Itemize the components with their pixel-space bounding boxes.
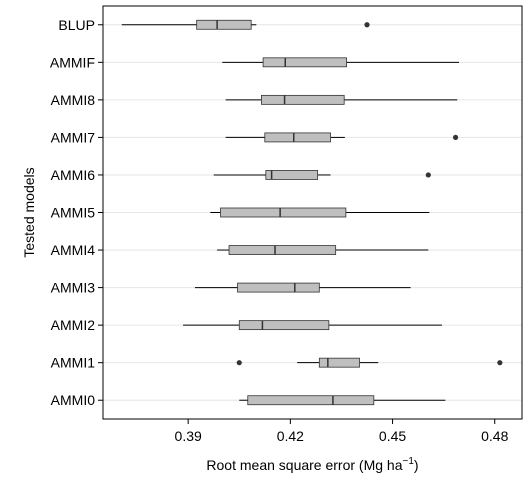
iqr-box bbox=[265, 170, 319, 180]
box-ammi8 bbox=[225, 94, 458, 105]
box-ammi3 bbox=[194, 282, 411, 293]
y-axis: BLUP AMMIF AMMI8 AMMI7 AMMI6 AMMI5 AMMI4 AMMI3 A… bbox=[50, 17, 103, 408]
outlier-point bbox=[364, 22, 370, 28]
y-tick-label: AMMI4 bbox=[51, 242, 96, 258]
y-tick-label: AMMIF bbox=[50, 54, 95, 70]
iqr-box bbox=[318, 357, 360, 368]
box-ammi4 bbox=[217, 245, 429, 255]
iqr-box bbox=[196, 19, 252, 30]
x-tick-label: 0.45 bbox=[379, 428, 406, 444]
y-tick-label: AMMI3 bbox=[51, 280, 96, 296]
box-ammi1 bbox=[236, 357, 503, 368]
iqr-box bbox=[238, 320, 330, 331]
box-layer bbox=[121, 19, 503, 406]
iqr-box bbox=[228, 245, 337, 255]
y-tick-label: AMMI0 bbox=[51, 392, 96, 408]
iqr-box bbox=[220, 207, 347, 218]
box-ammi7 bbox=[225, 132, 459, 143]
iqr-box bbox=[264, 132, 331, 143]
x-axis: 0.39 0.42 0.45 0.48 bbox=[175, 419, 509, 444]
outlier-point bbox=[452, 134, 459, 141]
box-ammif bbox=[222, 57, 459, 68]
box-ammi0 bbox=[239, 395, 446, 406]
x-tick-label: 0.39 bbox=[175, 428, 202, 444]
y-tick-label: AMMI8 bbox=[51, 92, 96, 108]
box-ammi6 bbox=[213, 170, 431, 180]
iqr-box bbox=[237, 282, 320, 293]
x-axis-title-superscript: −1 bbox=[403, 456, 415, 467]
x-axis-title-text: Root mean square error (Mg ha bbox=[206, 457, 402, 473]
y-axis-title: Tested models bbox=[21, 167, 37, 257]
y-tick-label: BLUP bbox=[58, 17, 95, 33]
y-tick-label: AMMI6 bbox=[51, 167, 96, 183]
x-tick-label: 0.48 bbox=[481, 428, 508, 444]
x-axis-title: Root mean square error (Mg ha−1) bbox=[206, 456, 418, 473]
x-tick-label: 0.42 bbox=[277, 428, 304, 444]
outlier-point bbox=[497, 360, 503, 366]
y-tick-label: AMMI7 bbox=[51, 129, 96, 145]
outlier-point bbox=[425, 172, 431, 178]
iqr-box bbox=[261, 94, 345, 105]
iqr-box bbox=[247, 395, 375, 406]
y-tick-label: AMMI2 bbox=[51, 317, 96, 333]
box-ammi2 bbox=[183, 320, 442, 331]
outlier-point bbox=[236, 360, 242, 366]
box-blup bbox=[121, 19, 370, 30]
iqr-box bbox=[262, 57, 347, 68]
x-axis-title-close: ) bbox=[414, 457, 419, 473]
y-tick-label: AMMI5 bbox=[51, 205, 96, 221]
box-ammi5 bbox=[210, 207, 430, 218]
y-tick-label: AMMI1 bbox=[51, 355, 96, 371]
